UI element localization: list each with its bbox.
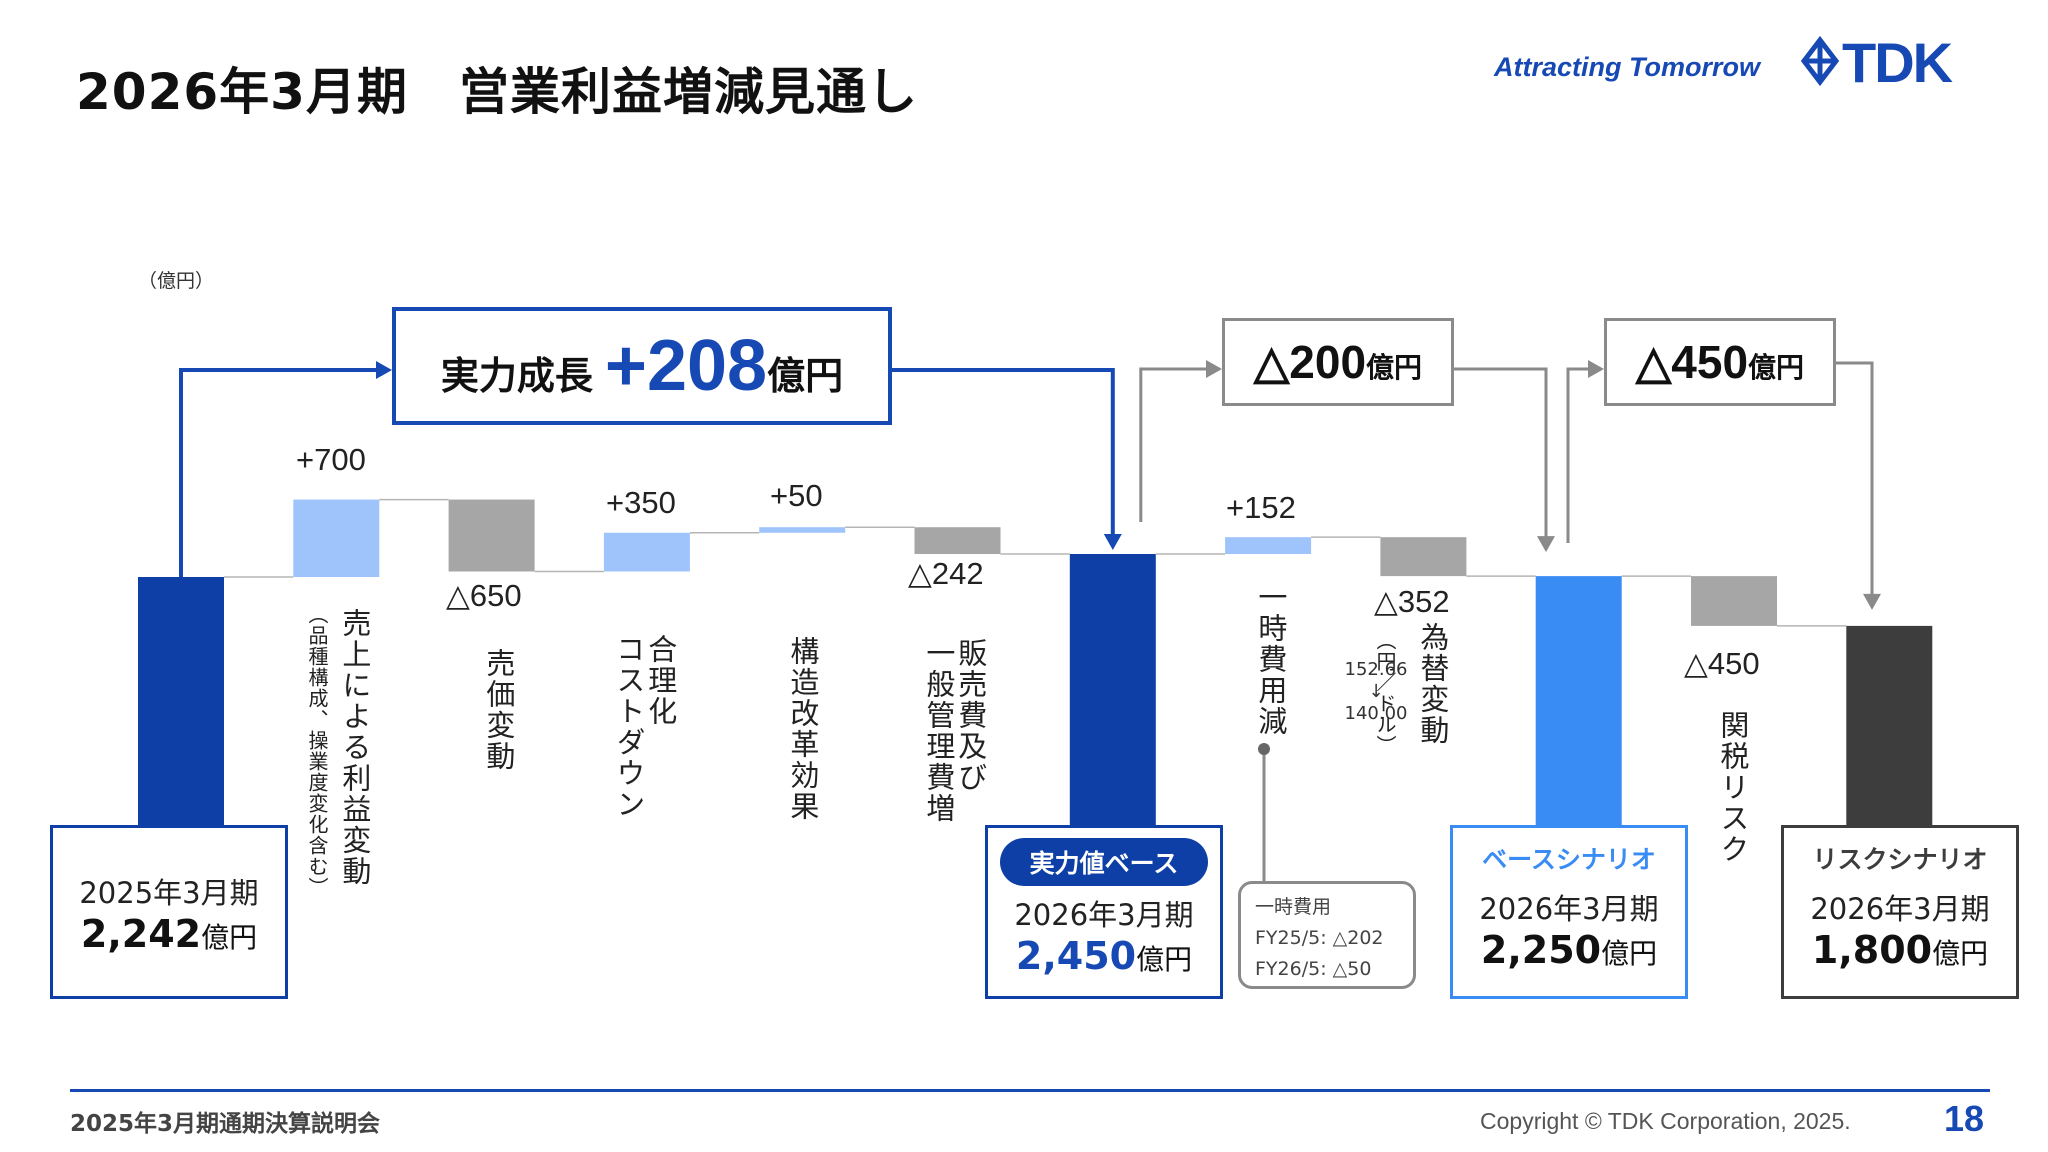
fx-callout-arrowhead-down xyxy=(1537,536,1555,553)
total-box-base-scenario: ベースシナリオ 2026年3月期 2,250億円 xyxy=(1450,825,1688,999)
tdk-logo-icon xyxy=(1800,36,1840,86)
bar-7 xyxy=(1225,537,1312,554)
total-box-fy2025-label: 2025年3月期 xyxy=(79,876,259,910)
bar-5 xyxy=(914,527,1001,554)
bar-3 xyxy=(603,532,690,572)
page-number: 18 xyxy=(1944,1098,1985,1139)
delta-label-sales: +700 xyxy=(296,442,366,477)
callout-onetime-fx-value: △200 xyxy=(1253,336,1367,388)
bar-9 xyxy=(1535,576,1622,825)
total-box-fy2025-unit: 億円 xyxy=(201,921,258,954)
fx-callout-arrow-right xyxy=(1454,367,1548,541)
total-box-base-strength-unit: 億円 xyxy=(1136,943,1193,976)
total-box-base-scenario-label: ベースシナリオ xyxy=(1482,845,1656,874)
growth-arrowhead-right xyxy=(376,361,392,379)
total-box-fy2025-value-row: 2,242億円 xyxy=(53,912,285,956)
callout-growth-unit: 億円 xyxy=(767,353,844,398)
unit-label: （億円） xyxy=(138,270,215,292)
total-box-risk-scenario-unit: 億円 xyxy=(1932,937,1989,970)
category-sublabel-sales: （品種構成、操業度変化含む） xyxy=(305,604,329,898)
footer-event-title: 2025年3月期通期決算説明会 xyxy=(70,1111,381,1137)
fx-rate: 152.66 ↓ 140.00 xyxy=(1340,659,1412,725)
total-box-base-strength-value: 2,450 xyxy=(1015,934,1137,978)
delta-label-cost: +350 xyxy=(606,485,676,520)
category-label-price: 売価変動 xyxy=(481,648,516,772)
callout-onetime-fx: △200 億円 xyxy=(1222,318,1454,406)
fx-callout-arrow-left xyxy=(1139,367,1210,522)
onetime-note-line-1: FY25/5: △202 xyxy=(1255,927,1384,949)
category-label-cost: 合理化 コストダウン xyxy=(611,634,678,820)
category-label-sales: 売上による利益変動 xyxy=(337,608,372,887)
bar-11 xyxy=(1846,625,1933,825)
tariff-callout-arrowhead-right xyxy=(1588,360,1604,378)
total-box-fy2025: 2025年3月期 2,242億円 xyxy=(50,825,288,999)
total-box-base-scenario-value-row: 2,250億円 xyxy=(1453,928,1685,972)
callout-tariff: △450 億円 xyxy=(1604,318,1836,406)
delta-label-fx: △352 xyxy=(1374,584,1450,619)
total-box-risk-scenario-label: リスクシナリオ xyxy=(1812,845,1988,874)
fx-rate-from: 152.66 xyxy=(1344,659,1408,680)
delta-label-onetime: +152 xyxy=(1226,490,1296,525)
fx-callout-arrowhead-right xyxy=(1206,360,1222,378)
total-box-risk-scenario-period: 2026年3月期 xyxy=(1810,892,1990,926)
brand-slogan: Attracting Tomorrow xyxy=(1494,52,1760,82)
tariff-callout-arrow-right xyxy=(1836,361,1874,598)
category-label-fx: 為替変動 xyxy=(1415,622,1450,746)
callout-growth: 実力成長 +208 億円 xyxy=(392,307,892,425)
category-label-tariff: 関税リスク xyxy=(1715,710,1750,865)
total-box-base-scenario-value: 2,250 xyxy=(1480,928,1602,972)
total-box-base-strength-value-row: 2,450億円 xyxy=(988,934,1220,978)
total-box-base-scenario-unit: 億円 xyxy=(1601,937,1658,970)
onetime-note-line-2: FY26/5: △50 xyxy=(1255,958,1372,980)
page-title: 2026年3月期 営業利益増減見通し xyxy=(76,63,918,121)
bar-4 xyxy=(759,527,846,533)
total-box-risk-scenario: リスクシナリオ 2026年3月期 1,800億円 xyxy=(1781,825,2019,999)
bar-8 xyxy=(1380,537,1467,577)
total-box-base-scenario-period: 2026年3月期 xyxy=(1479,892,1659,926)
delta-label-tariff: △450 xyxy=(1684,646,1760,681)
bar-0 xyxy=(138,577,224,825)
callout-growth-prefix: 実力成長 xyxy=(440,353,593,398)
growth-arrow-right xyxy=(892,368,1115,538)
bar-2 xyxy=(448,499,535,572)
footer-copyright: Copyright © TDK Corporation, 2025. xyxy=(1480,1108,1851,1134)
total-box-fy2025-value: 2,242 xyxy=(80,912,202,956)
bar-6 xyxy=(1069,553,1156,825)
total-box-base-strength-pill: 実力値ベース xyxy=(999,838,1209,886)
total-box-base-strength-period: 2026年3月期 xyxy=(1014,898,1194,932)
tariff-callout-arrow-left xyxy=(1566,367,1592,543)
growth-arrowhead-down xyxy=(1103,533,1122,550)
growth-arrow-left xyxy=(179,368,380,577)
callout-onetime-fx-unit: 億円 xyxy=(1366,351,1423,384)
onetime-note-title: 一時費用 xyxy=(1255,896,1332,918)
category-label-onetime: 一時費用減 xyxy=(1253,582,1288,737)
delta-label-price: △650 xyxy=(446,578,522,613)
delta-label-restructure: +50 xyxy=(770,478,823,513)
total-box-base-strength-pill-row: 実力値ベース xyxy=(988,838,1220,886)
callout-tariff-unit: 億円 xyxy=(1748,351,1805,384)
delta-label-sga: △242 xyxy=(908,556,984,591)
onetime-note-dot xyxy=(1258,743,1270,755)
total-box-base-strength: 実力値ベース 2026年3月期 2,450億円 xyxy=(985,825,1223,999)
category-label-sga: 販売費及び 一般管理費増 xyxy=(921,638,988,824)
fx-rate-arrow: ↓ xyxy=(1368,681,1384,702)
bar-10 xyxy=(1691,576,1777,626)
callout-tariff-value: △450 xyxy=(1635,336,1749,388)
category-label-restructure: 構造改革効果 xyxy=(785,636,820,822)
tdk-logo-text: TDK xyxy=(1842,31,1953,94)
bar-1 xyxy=(293,499,380,577)
callout-growth-value: +208 xyxy=(604,326,768,406)
onetime-cost-note: 一時費用 FY25/5: △202 FY26/5: △50 xyxy=(1238,881,1416,989)
total-box-risk-scenario-value: 1,800 xyxy=(1811,928,1933,972)
fx-rate-to: 140.00 xyxy=(1344,703,1408,724)
category-sublabel-fx: （円／ドル） xyxy=(1373,630,1397,756)
tariff-callout-arrowhead-down xyxy=(1863,593,1881,610)
footer-divider xyxy=(70,1089,1990,1092)
total-box-risk-scenario-value-row: 1,800億円 xyxy=(1784,928,2016,972)
